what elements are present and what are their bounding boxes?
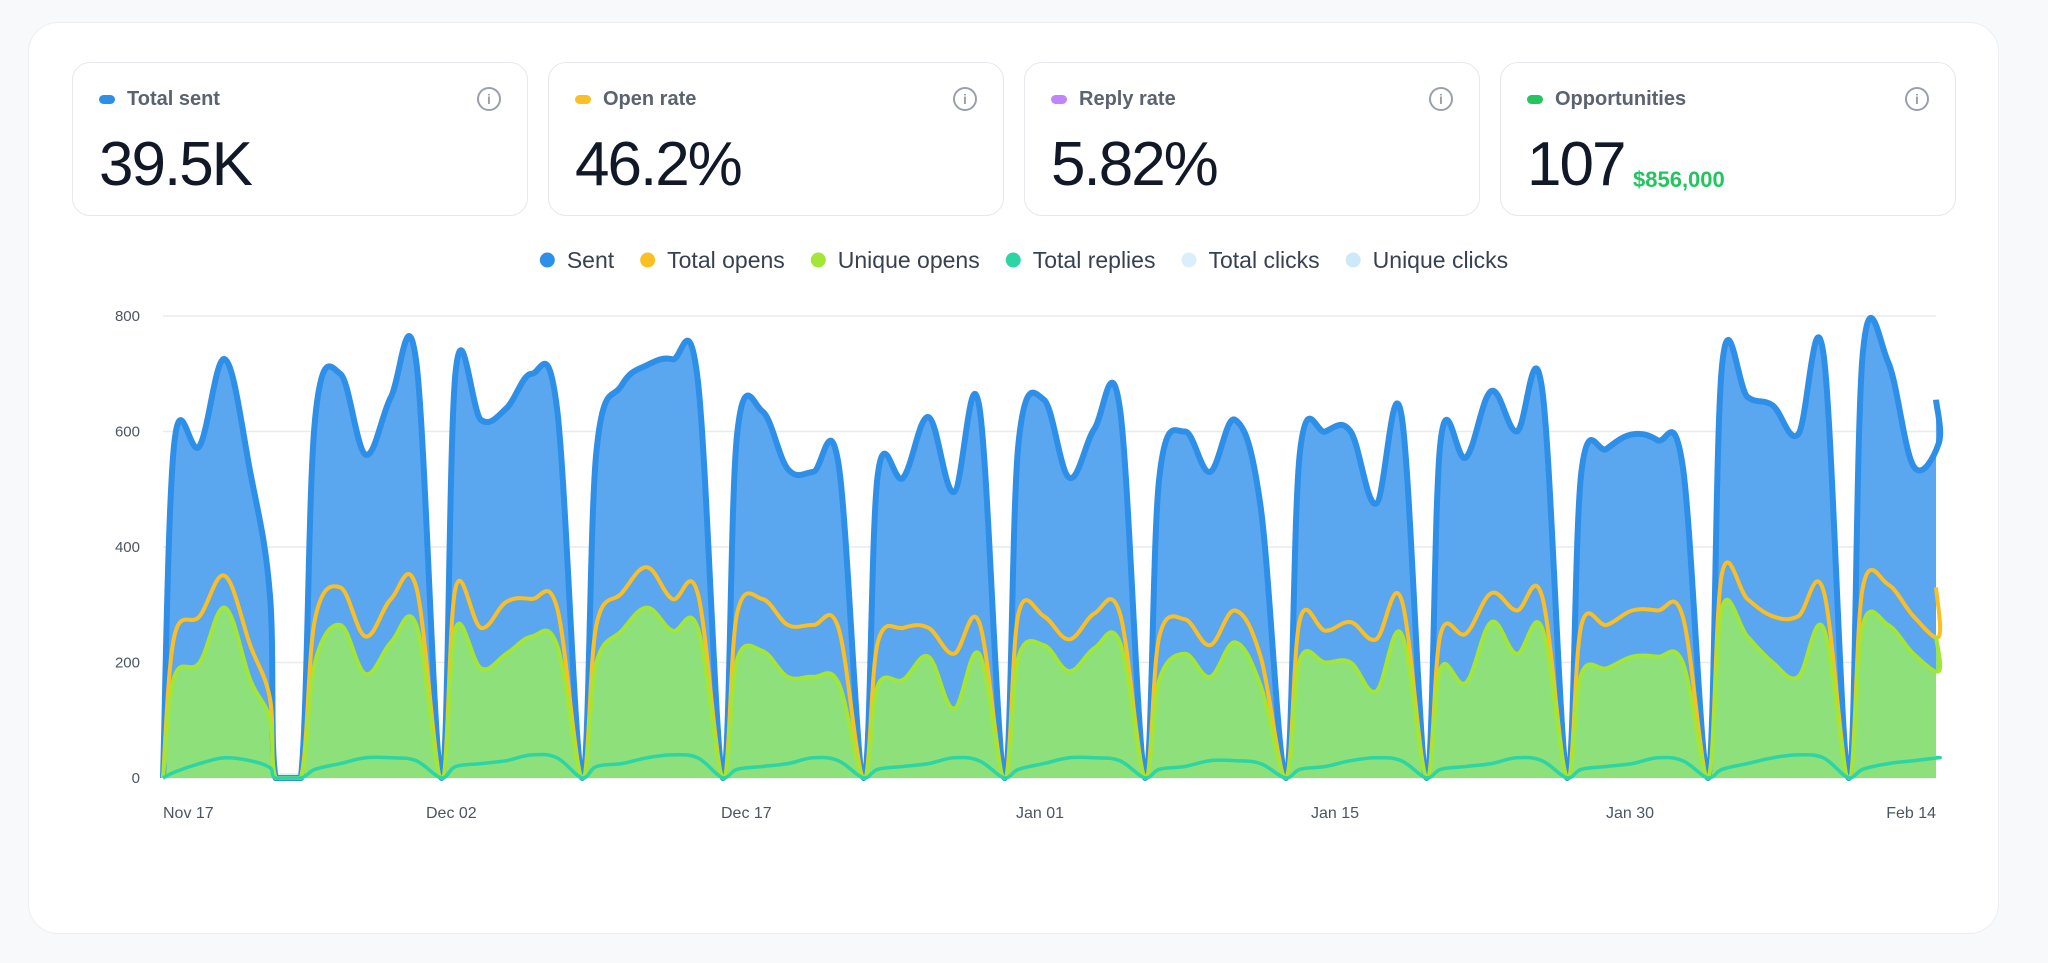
legend-dot-total-clicks [1181, 252, 1197, 268]
metric-card-reply-rate: Reply rate i 5.82% [1024, 62, 1480, 216]
x-tick-label: Feb 14 [1886, 805, 1936, 822]
metric-card-total-sent: Total sent i 39.5K [72, 62, 528, 216]
legend-label-total-opens: Total opens [667, 247, 785, 273]
x-tick-label: Jan 30 [1606, 805, 1654, 822]
legend-label-sent: Sent [567, 247, 615, 273]
y-tick-label: 800 [115, 308, 140, 325]
info-icon[interactable]: i [1905, 87, 1929, 111]
metric-label: Total sent [127, 88, 220, 110]
metric-sub-value: $856,000 [1633, 167, 1725, 192]
total-replies-line [162, 752, 1942, 780]
info-icon[interactable]: i [477, 87, 501, 111]
legend-dot-unique-opens [810, 252, 826, 268]
legend-label-unique-opens: Unique opens [838, 247, 980, 273]
legend-dot-total-opens [640, 252, 656, 268]
y-tick-label: 400 [115, 539, 140, 556]
legend-label-total-replies: Total replies [1033, 247, 1156, 273]
x-tick-label: Jan 15 [1311, 805, 1359, 822]
x-tick-label: Dec 17 [721, 805, 772, 822]
metric-color-swatch [1051, 95, 1067, 104]
unique-opens-line [161, 597, 1943, 780]
x-tick-label: Jan 01 [1016, 805, 1064, 822]
metric-value: 39.5K [99, 130, 253, 199]
metric-label: Reply rate [1079, 88, 1176, 110]
x-tick-label: Dec 02 [426, 805, 477, 822]
y-tick-label: 600 [115, 424, 140, 441]
info-icon[interactable]: i [953, 87, 977, 111]
metric-value: 107 [1527, 130, 1626, 199]
legend-label-unique-clicks: Unique clicks [1373, 247, 1509, 273]
metric-color-swatch [1527, 95, 1543, 104]
metric-card-open-rate: Open rate i 46.2% [548, 62, 1004, 216]
y-tick-label: 0 [132, 770, 140, 787]
legend-dot-total-replies [1005, 252, 1021, 268]
x-tick-label: Nov 17 [163, 805, 214, 822]
metric-label: Open rate [603, 88, 697, 110]
legend-dot-unique-clicks [1345, 252, 1361, 268]
unique-opens-area [163, 599, 1941, 778]
metric-label: Opportunities [1555, 88, 1687, 110]
legend-dot-sent [539, 252, 555, 268]
legend-label-total-clicks: Total clicks [1208, 247, 1319, 273]
metric-value: 5.82% [1051, 130, 1219, 199]
metric-color-swatch [575, 95, 591, 104]
metric-color-swatch [99, 95, 115, 104]
metric-card-opportunities: Opportunities i 107 $856,000 [1500, 62, 1956, 216]
metric-value: 46.2% [575, 130, 743, 199]
info-icon[interactable]: i [1429, 87, 1453, 111]
y-tick-label: 200 [115, 655, 140, 672]
